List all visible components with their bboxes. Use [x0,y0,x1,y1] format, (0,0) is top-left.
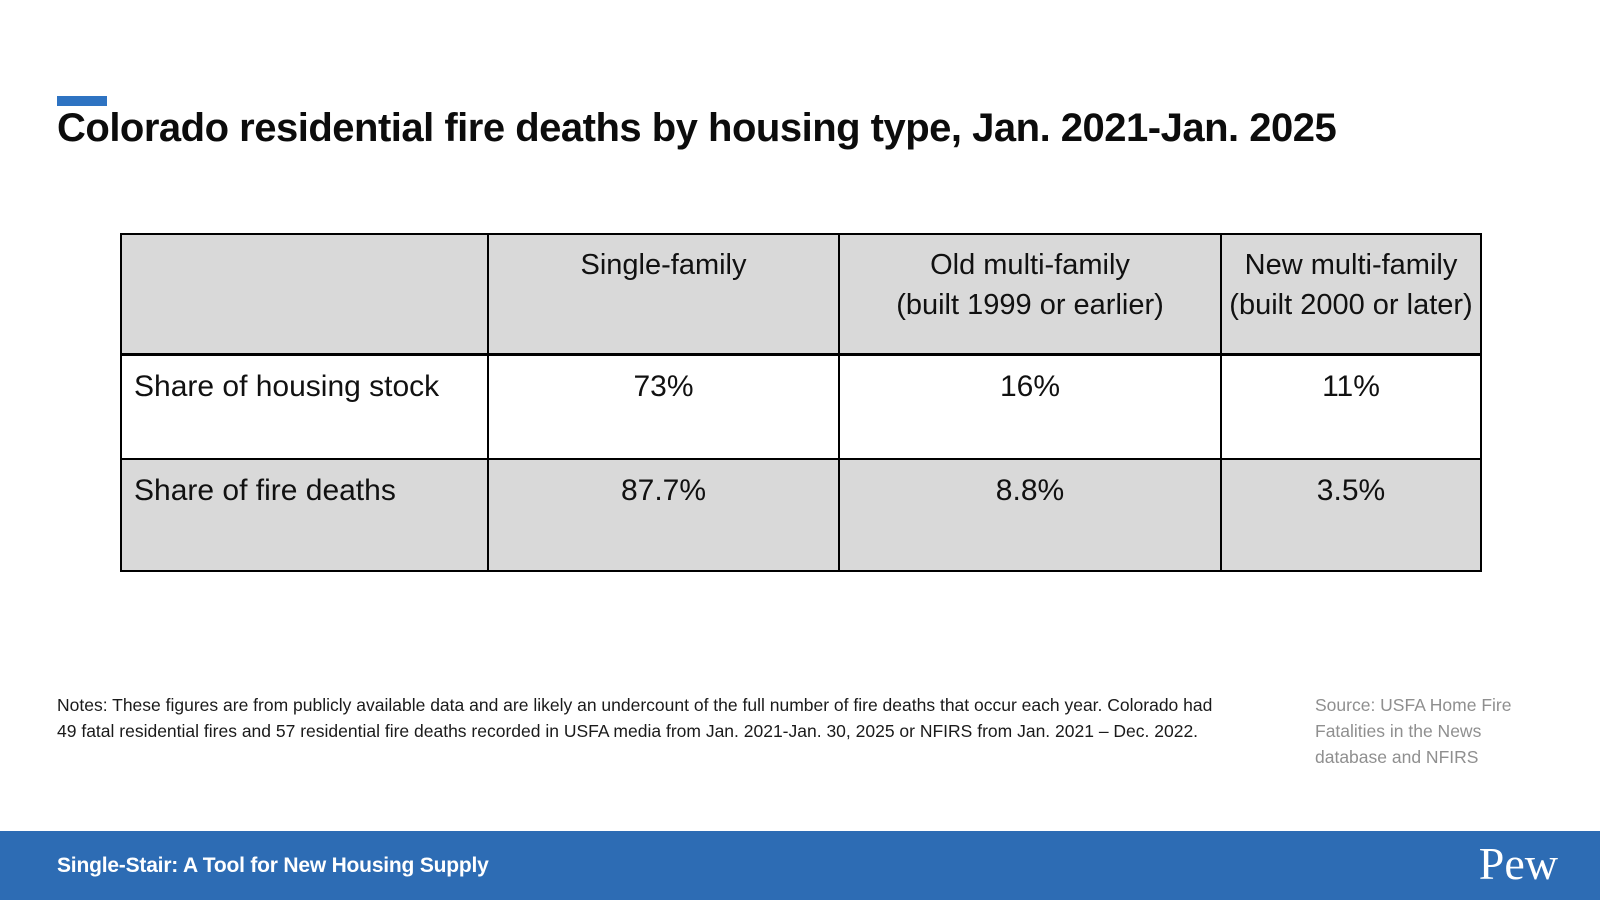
source-text: Source: USFA Home Fire Fatalities in the… [1315,695,1512,767]
cell-value: 87.7% [487,458,840,572]
table-row-housing-stock: Share of housing stock 73% 16% 11% [120,353,1482,460]
column-header-new-multi-family: New multi-family (built 2000 or later) [1220,233,1482,356]
table-row-fire-deaths: Share of fire deaths 87.7% 8.8% 3.5% [120,458,1482,572]
column-header-label: Single-family [580,249,747,281]
notes-text: Notes: These figures are from publicly a… [57,695,1213,741]
column-header-old-multi-family: Old multi-family (built 1999 or earlier) [838,233,1222,356]
column-header-single-family: Single-family [487,233,840,356]
page-title: Colorado residential fire deaths by hous… [57,106,1337,150]
cell-value: 16% [838,353,1222,460]
accent-bar [57,96,107,106]
column-header-label: New multi-family [1244,249,1458,281]
table-corner-cell [120,233,489,356]
column-header-label: Old multi-family [930,249,1130,281]
fire-deaths-table: Single-family Old multi-family (built 19… [120,233,1482,572]
cell-value: 3.5% [1220,458,1482,572]
row-label: Share of fire deaths [120,458,489,572]
cell-value: 8.8% [838,458,1222,572]
column-header-sublabel: (built 2000 or later) [1229,289,1473,321]
pew-logo: Pew [1478,837,1558,889]
footer-bar: Single-Stair: A Tool for New Housing Sup… [0,831,1600,900]
cell-value: 11% [1220,353,1482,460]
cell-value: 73% [487,353,840,460]
row-label: Share of housing stock [120,353,489,460]
column-header-sublabel: (built 1999 or earlier) [896,289,1164,321]
footer-title: Single-Stair: A Tool for New Housing Sup… [57,853,489,877]
table-header-row: Single-family Old multi-family (built 19… [120,233,1482,356]
